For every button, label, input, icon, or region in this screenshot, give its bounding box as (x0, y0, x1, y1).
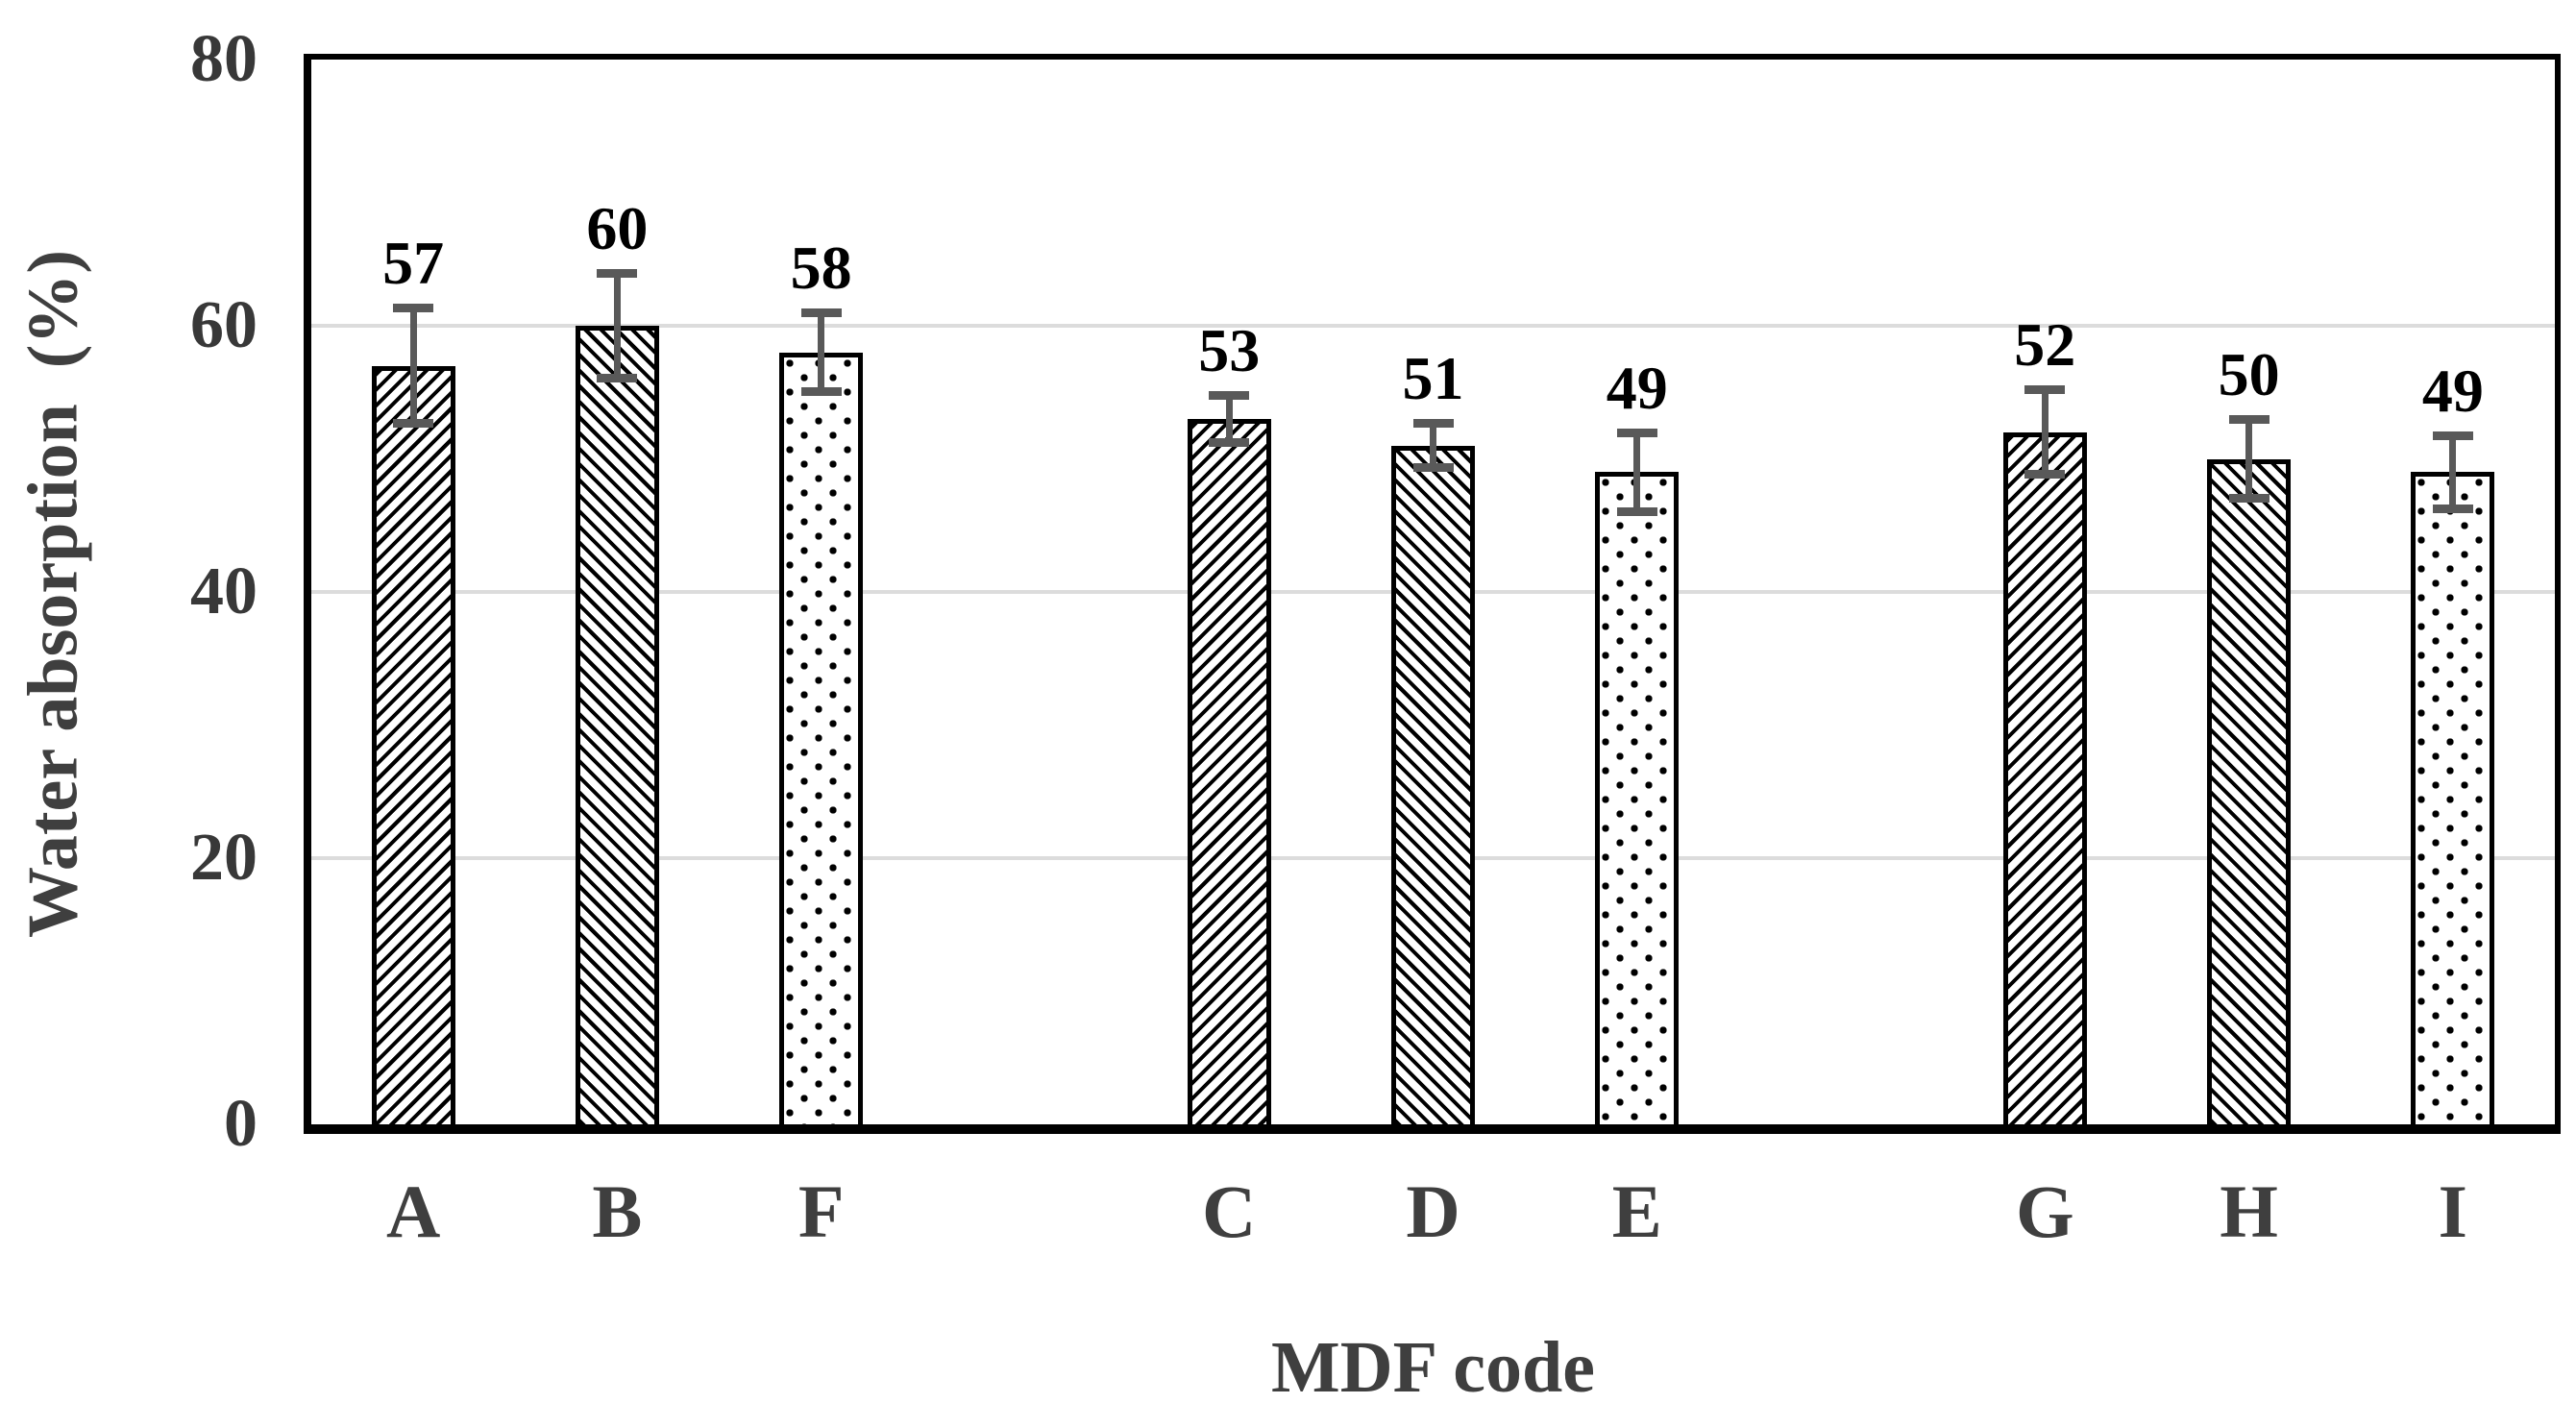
value-label-I: 49 (2421, 356, 2484, 425)
error-bar-cap-top-F (800, 308, 842, 318)
error-bar-cap-bottom-B (597, 374, 638, 383)
error-bar-cap-top-E (1616, 428, 1657, 437)
category-label-G: G (2015, 1169, 2074, 1253)
bar-I (2411, 472, 2495, 1124)
x-axis-title: MDF code (1271, 1327, 1595, 1408)
value-label-A: 57 (382, 228, 445, 297)
value-label-G: 52 (2014, 310, 2076, 380)
value-label-F: 58 (790, 234, 852, 303)
value-label-E: 49 (1606, 353, 1668, 422)
category-label-D: D (1406, 1169, 1460, 1253)
error-bar-cap-bottom-F (800, 387, 842, 397)
error-bar-B (613, 272, 621, 380)
error-bar-cap-top-I (2432, 431, 2473, 440)
y-tick-label: 60 (190, 288, 258, 362)
bar-B (575, 326, 659, 1124)
y-tick-label: 80 (190, 22, 258, 96)
y-tick-label: 40 (190, 554, 258, 628)
value-label-B: 60 (586, 193, 649, 262)
value-label-C: 53 (1198, 316, 1261, 385)
category-label-I: I (2438, 1169, 2468, 1253)
error-bar-D (1430, 423, 1436, 469)
category-label-H: H (2220, 1169, 2278, 1253)
category-label-F: F (797, 1169, 845, 1253)
error-bar-G (2041, 389, 2049, 476)
category-label-A: A (385, 1169, 441, 1253)
error-bar-cap-top-H (2228, 414, 2269, 424)
error-bar-cap-top-C (1209, 391, 1250, 401)
bar-E (1595, 472, 1680, 1124)
error-bar-cap-bottom-I (2432, 505, 2473, 514)
category-label-B: B (592, 1169, 643, 1253)
error-bar-E (1633, 431, 1641, 512)
error-bar-cap-top-D (1412, 419, 1454, 429)
error-bar-I (2449, 434, 2457, 510)
error-bar-C (1225, 395, 1233, 443)
value-label-H: 50 (2218, 339, 2280, 408)
error-bar-cap-bottom-E (1616, 506, 1657, 516)
category-label-E: E (1611, 1169, 1662, 1253)
y-tick-label: 0 (224, 1087, 258, 1161)
error-bar-cap-top-G (2024, 385, 2066, 395)
bar-G (2002, 431, 2087, 1124)
bar-C (1187, 418, 1271, 1124)
error-bar-A (409, 307, 417, 425)
y-tick-label: 20 (190, 821, 258, 895)
bar-D (1390, 445, 1475, 1124)
bar-A (371, 365, 455, 1124)
error-bar-cap-bottom-C (1209, 437, 1250, 447)
bar-H (2207, 458, 2292, 1124)
bar-F (779, 352, 864, 1124)
gridline-60 (311, 324, 2555, 328)
value-label-D: 51 (1402, 344, 1464, 413)
category-label-C: C (1202, 1169, 1257, 1253)
error-bar-H (2245, 418, 2253, 500)
error-bar-cap-bottom-A (393, 419, 434, 429)
error-bar-cap-bottom-G (2024, 470, 2066, 480)
error-bar-cap-top-A (393, 303, 434, 312)
plot-area: 57 60 58 53 51 49 52 50 49 (304, 54, 2561, 1134)
error-bar-cap-top-B (597, 268, 638, 278)
error-bar-cap-bottom-D (1412, 463, 1454, 473)
error-bar-F (818, 312, 825, 393)
error-bar-cap-bottom-H (2228, 494, 2269, 504)
